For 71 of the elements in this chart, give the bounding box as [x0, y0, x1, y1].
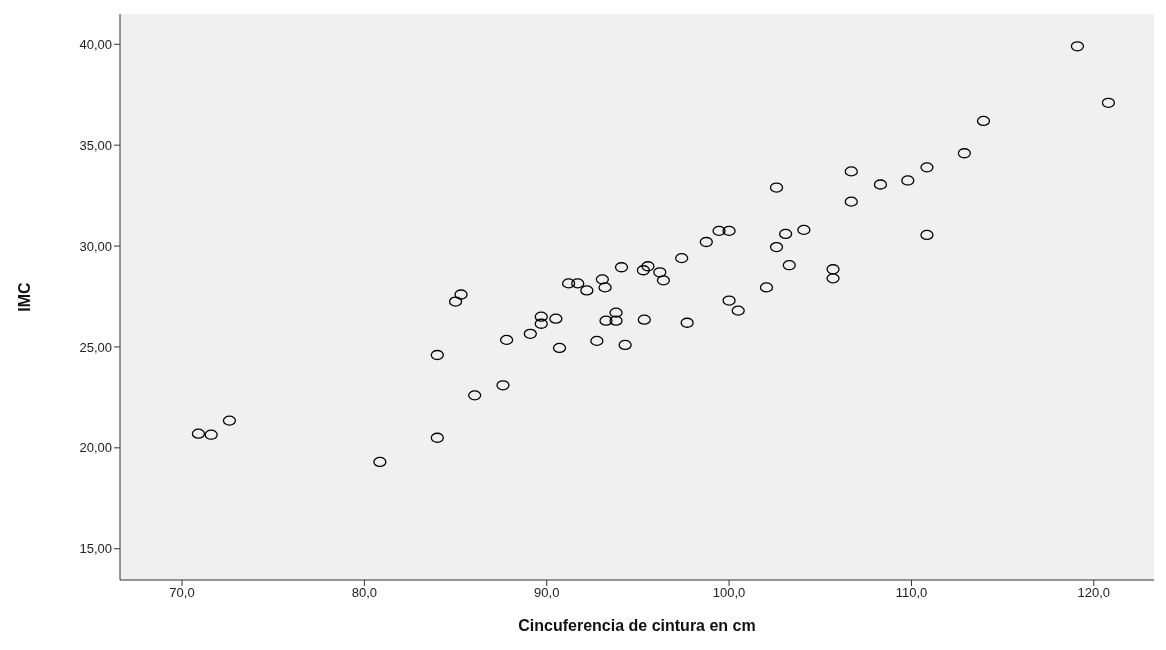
point: [826, 273, 840, 284]
point: [675, 253, 689, 264]
point: [534, 311, 548, 322]
point: [920, 229, 934, 241]
point: [499, 334, 514, 346]
point: [797, 224, 811, 236]
point: [571, 278, 585, 289]
point: [599, 315, 613, 326]
x-tick-label: 100,0: [712, 585, 746, 601]
x-tick-label: 110,0: [895, 585, 928, 601]
y-axis-title: IMC: [15, 281, 33, 312]
point: [534, 318, 548, 329]
point: [759, 282, 774, 293]
point: [782, 260, 796, 271]
point: [590, 335, 604, 347]
point: [609, 307, 623, 318]
y-tick-label: 40,00: [79, 36, 112, 52]
point: [561, 278, 576, 289]
point: [826, 264, 840, 275]
y-tick-label: 35,00: [79, 137, 112, 153]
point: [191, 428, 206, 439]
point: [641, 261, 655, 272]
point: [1101, 97, 1116, 108]
point: [844, 166, 858, 177]
point: [222, 415, 237, 426]
point: [712, 225, 726, 237]
y-tick-label: 20,00: [79, 440, 112, 456]
point: [957, 148, 971, 159]
point: [680, 317, 694, 328]
point: [598, 282, 612, 293]
x-tick-label: 70,0: [169, 585, 195, 601]
point: [901, 175, 915, 186]
point: [656, 275, 671, 286]
point: [614, 262, 629, 273]
point: [618, 339, 632, 351]
point: [549, 313, 563, 324]
point: [430, 349, 444, 361]
point: [523, 328, 537, 339]
point: [778, 228, 793, 240]
point: [637, 314, 651, 325]
point: [1070, 41, 1085, 52]
y-tick-label: 30,00: [79, 238, 112, 254]
x-tick-label: 90,0: [534, 585, 560, 601]
point: [731, 305, 745, 316]
y-tick-label: 25,00: [79, 339, 112, 355]
point: [920, 162, 934, 173]
point: [496, 380, 510, 391]
x-axis-title: Cincuferencia de cintura en cm: [518, 617, 756, 634]
point: [722, 295, 736, 306]
point: [976, 115, 991, 127]
point: [373, 456, 387, 468]
point: [468, 390, 482, 401]
point: [552, 342, 567, 354]
point: [454, 289, 468, 300]
point: [430, 432, 444, 443]
point: [699, 236, 713, 248]
point: [580, 285, 594, 296]
point: [636, 265, 651, 276]
point: [844, 196, 858, 207]
point: [873, 179, 888, 190]
point: [609, 315, 623, 326]
y-tick-label: 15,00: [79, 541, 112, 557]
point: [448, 296, 463, 307]
point: [595, 274, 609, 285]
point: [204, 429, 218, 440]
point: [769, 182, 784, 193]
x-tick-label: 80,0: [351, 585, 378, 601]
point: [722, 225, 736, 237]
point: [769, 241, 784, 253]
x-tick-label: 120,0: [1077, 585, 1111, 601]
point: [653, 267, 667, 278]
